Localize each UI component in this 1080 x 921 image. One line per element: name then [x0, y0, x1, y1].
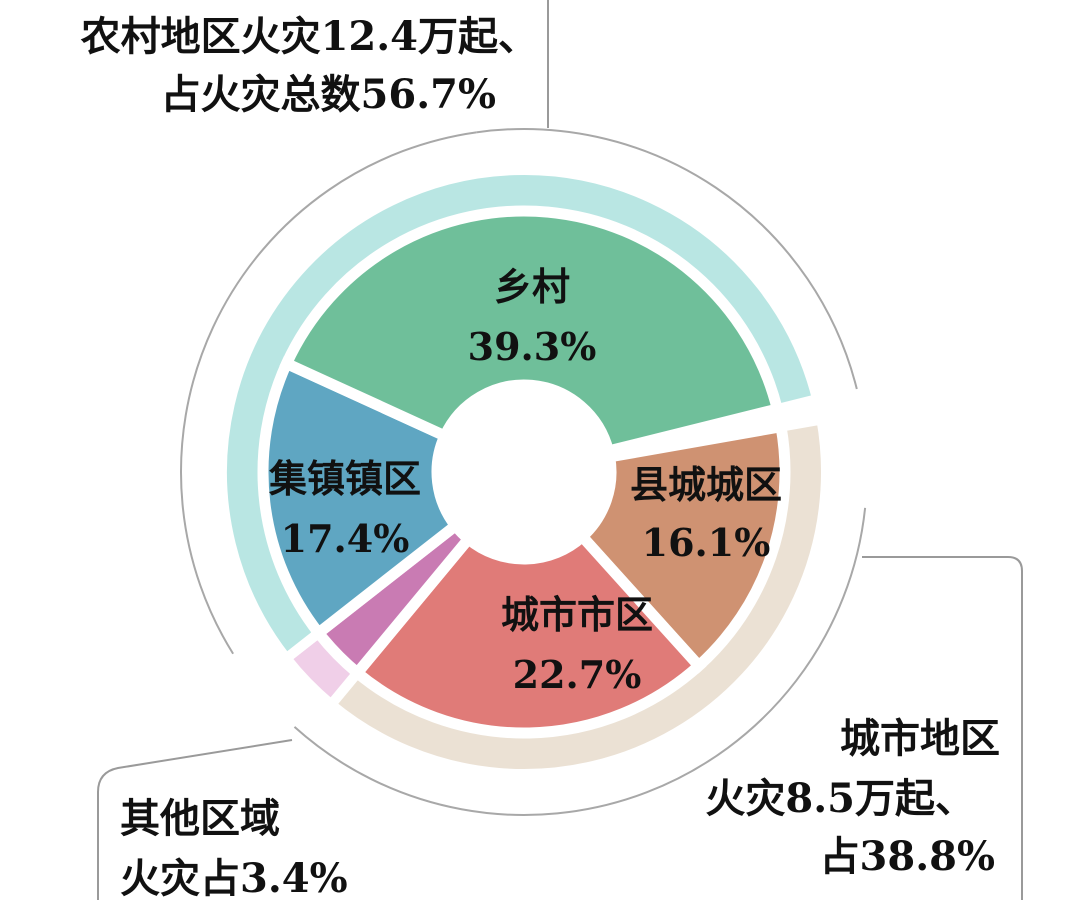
annotation-other-line2: 火灾占3.4% [120, 855, 348, 902]
slice-percent: 16.1% [642, 520, 771, 565]
annotation-urban-line2: 火灾8.5万起、 [705, 775, 975, 822]
annotation-urban-line3: 占38.8% [820, 833, 995, 880]
slice-label: 县城城区 [630, 462, 782, 507]
callout-line-urban [862, 556, 1023, 900]
annotation-rural-line1: 农村地区火灾12.4万起、 [81, 13, 538, 60]
slice-percent: 17.4% [281, 516, 410, 561]
slice-label: 集镇镇区 [268, 456, 421, 501]
annotation-urban-line1: 城市地区 [840, 715, 1000, 762]
annotation-rural-line2: 占火灾总数56.7% [161, 71, 496, 118]
slice-label: 乡村 [494, 264, 570, 309]
outer-guide-arc [293, 507, 867, 816]
outer-guide-arc [180, 131, 477, 655]
slice-label: 城市市区 [501, 592, 653, 637]
center-hole [437, 385, 611, 559]
slice-percent: 39.3% [468, 324, 597, 369]
slice-percent: 22.7% [513, 652, 642, 697]
callout-line-other [97, 739, 293, 900]
annotation-other-line1: 其他区域 [120, 795, 280, 842]
outer-guide-arc [476, 128, 858, 390]
